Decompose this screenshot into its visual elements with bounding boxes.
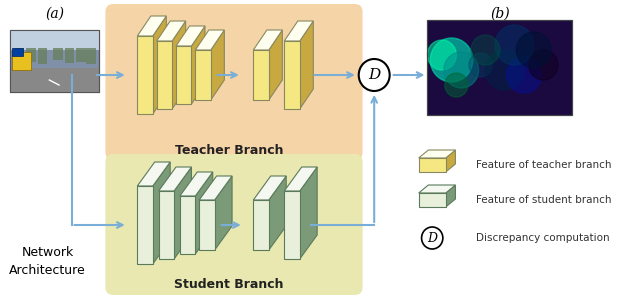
Polygon shape: [199, 176, 232, 200]
Bar: [10, 30, 99, 92]
Polygon shape: [157, 21, 186, 41]
Polygon shape: [199, 200, 214, 250]
Polygon shape: [214, 176, 232, 250]
Circle shape: [430, 38, 473, 82]
Polygon shape: [284, 21, 314, 41]
Circle shape: [471, 35, 500, 65]
Polygon shape: [419, 193, 445, 207]
Polygon shape: [419, 185, 456, 193]
Text: Network
Architecture: Network Architecture: [9, 247, 86, 278]
Polygon shape: [300, 21, 314, 109]
Polygon shape: [138, 186, 153, 264]
Polygon shape: [269, 30, 282, 100]
Text: Feature of teacher branch: Feature of teacher branch: [476, 160, 611, 170]
Text: (b): (b): [490, 7, 509, 21]
Polygon shape: [269, 176, 286, 250]
Polygon shape: [253, 176, 286, 200]
Text: Feature of student branch: Feature of student branch: [476, 195, 611, 205]
Bar: [76, 48, 86, 62]
Polygon shape: [138, 162, 170, 186]
Text: D: D: [368, 68, 380, 82]
Bar: [10, 68, 99, 92]
Bar: [53, 48, 63, 60]
Bar: [10, 30, 99, 92]
Polygon shape: [159, 167, 191, 191]
Polygon shape: [153, 162, 170, 264]
Text: D: D: [428, 231, 437, 244]
Circle shape: [507, 57, 541, 93]
Circle shape: [422, 227, 443, 249]
Circle shape: [444, 52, 479, 88]
Polygon shape: [253, 200, 269, 250]
Polygon shape: [138, 36, 153, 114]
Polygon shape: [419, 158, 445, 172]
Circle shape: [445, 73, 468, 97]
Circle shape: [529, 50, 558, 80]
Bar: [15, 48, 24, 66]
Bar: [12, 52, 31, 70]
Circle shape: [516, 32, 551, 68]
Circle shape: [469, 53, 492, 77]
FancyBboxPatch shape: [106, 4, 363, 160]
Bar: [65, 48, 74, 63]
Polygon shape: [445, 150, 456, 172]
Polygon shape: [138, 16, 166, 36]
Polygon shape: [195, 50, 211, 100]
Polygon shape: [284, 41, 300, 109]
Polygon shape: [253, 30, 282, 50]
Text: Teacher Branch: Teacher Branch: [175, 144, 284, 157]
Polygon shape: [195, 172, 212, 254]
Polygon shape: [253, 50, 269, 100]
Polygon shape: [157, 41, 172, 109]
Polygon shape: [180, 172, 212, 196]
Polygon shape: [191, 26, 205, 104]
Polygon shape: [176, 46, 191, 104]
Text: (a): (a): [45, 7, 65, 21]
Circle shape: [359, 59, 390, 91]
Polygon shape: [174, 167, 191, 259]
Polygon shape: [211, 30, 225, 100]
Circle shape: [428, 40, 456, 70]
Bar: [428, 20, 572, 115]
Polygon shape: [445, 185, 456, 207]
Bar: [38, 48, 47, 64]
Polygon shape: [153, 16, 166, 114]
Polygon shape: [284, 191, 300, 259]
Polygon shape: [176, 26, 205, 46]
Bar: [26, 48, 36, 62]
Text: Discrepancy computation: Discrepancy computation: [476, 233, 609, 243]
Polygon shape: [284, 167, 317, 191]
Polygon shape: [195, 30, 225, 50]
Circle shape: [495, 25, 534, 65]
Text: Student Branch: Student Branch: [175, 278, 284, 291]
Polygon shape: [300, 167, 317, 259]
Polygon shape: [180, 196, 195, 254]
Bar: [10, 30, 99, 50]
Bar: [428, 20, 572, 115]
Bar: [12, 48, 23, 56]
Circle shape: [485, 50, 524, 90]
Polygon shape: [419, 150, 456, 158]
Polygon shape: [159, 191, 174, 259]
Bar: [86, 48, 96, 64]
Polygon shape: [172, 21, 186, 109]
FancyBboxPatch shape: [106, 154, 363, 295]
